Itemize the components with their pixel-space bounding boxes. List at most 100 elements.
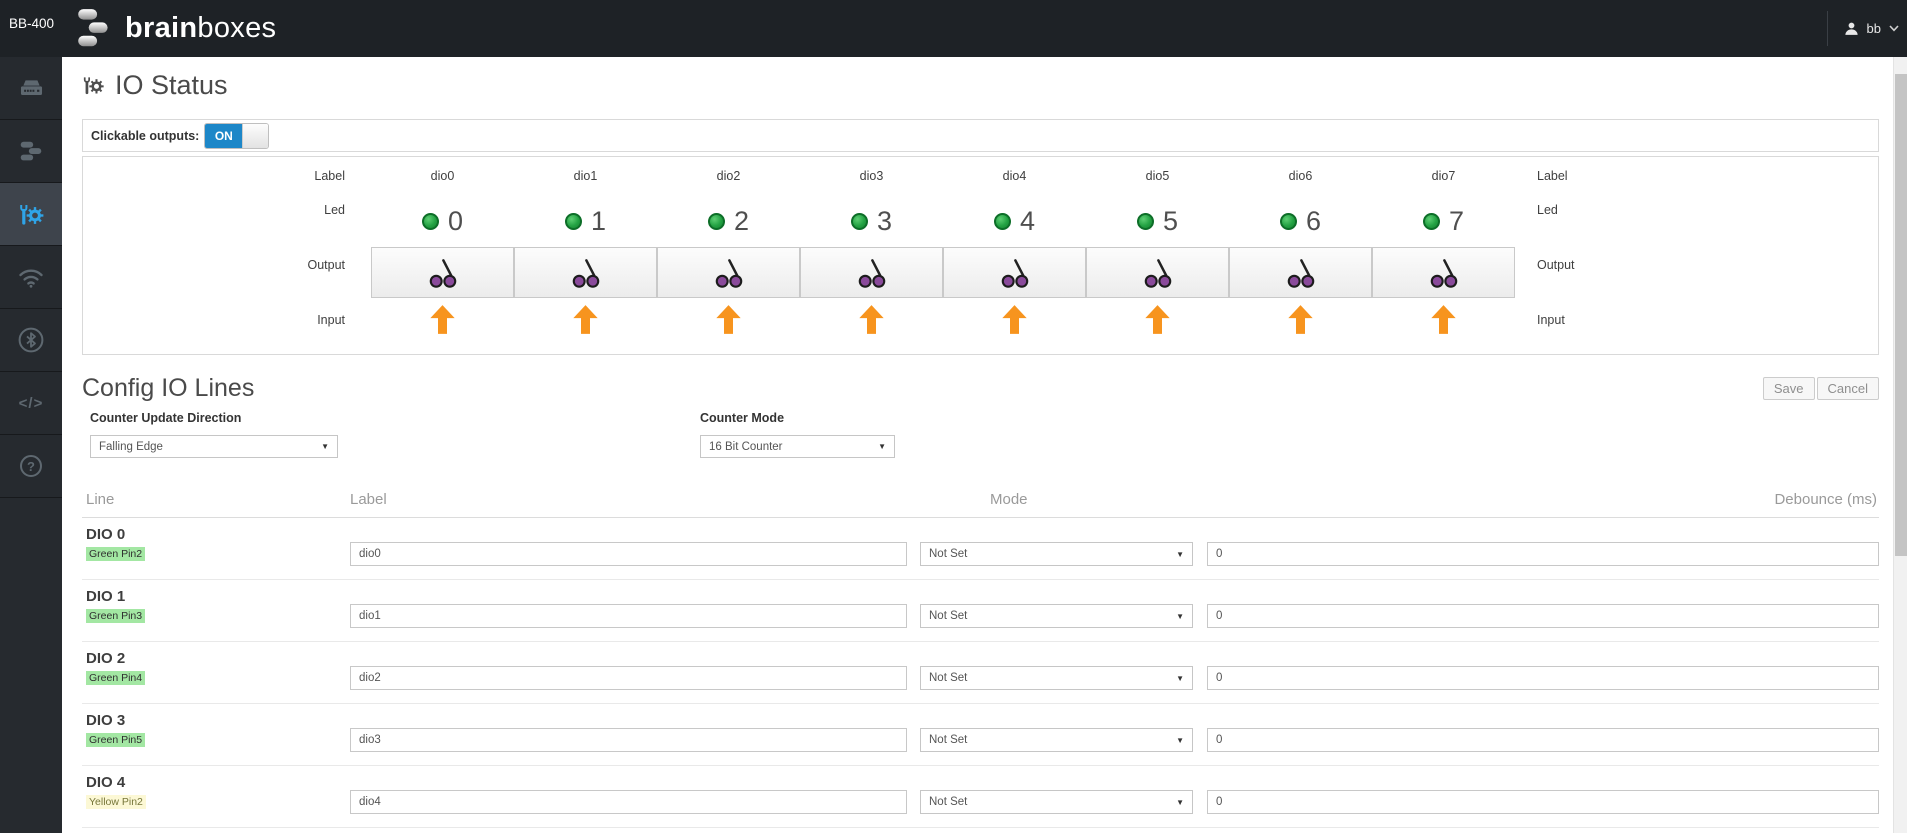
led-icon [1136,212,1154,230]
page-scrollbar[interactable] [1893,57,1907,833]
clickable-outputs-label: Clickable outputs: [91,128,200,143]
counter-update-direction-label: Counter Update Direction [90,411,242,425]
led-cell: 0 [371,195,514,247]
sidebar-item-bluetooth[interactable] [0,309,62,372]
header-line: Line [86,491,115,508]
main-content: IO Status Clickable outputs: ON Label di… [62,57,1893,833]
led-row: Led 0 1 2 3 4 5 6 7 Led [83,195,1878,247]
line-cell: DIO 4 Yellow Pin2 [82,766,350,827]
led-cell: 1 [514,195,657,247]
output-row: Output Output [83,247,1878,298]
dropdown-arrow-icon: ▼ [1176,611,1184,621]
mode-select[interactable]: Not Set ▼ [920,542,1193,566]
bluetooth-icon [18,327,44,353]
line-name: DIO 1 [86,588,126,605]
channel-label: dio6 [1288,169,1313,183]
config-title: Config IO Lines [82,373,255,402]
debounce-input[interactable] [1207,728,1879,752]
output-switch-button[interactable] [371,247,514,298]
counter-update-direction-select[interactable]: Falling Edge ▼ [90,435,338,458]
debounce-input[interactable] [1207,666,1879,690]
label-input[interactable] [350,666,907,690]
led-icon [421,212,439,230]
line-name: DIO 2 [86,650,126,667]
header-debounce: Debounce (ms) [1774,491,1877,508]
label-input[interactable] [350,790,907,814]
pin-badge: Green Pin2 [86,547,146,561]
wifi-icon [19,269,43,288]
side-input-left: Input [317,313,345,327]
arrow-up-icon [716,305,741,334]
user-icon [1844,22,1858,35]
output-switch-button[interactable] [943,247,1086,298]
counter-mode-group: Counter Mode 16 Bit Counter ▼ [700,411,895,458]
table-row: DIO 2 Green Pin4 Not Set▼ [82,642,1879,704]
line-name: DIO 0 [86,526,126,543]
input-indicator [657,304,800,335]
led-icon [564,212,582,230]
label-input[interactable] [350,604,907,628]
debounce-input[interactable] [1207,604,1879,628]
line-cell: DIO 0 Green Pin2 [82,518,350,579]
sidebar: </> ? [0,57,62,833]
side-led-right: Led [1537,203,1558,217]
line-cell: DIO 2 Green Pin4 [82,642,350,703]
help-icon: ? [20,455,42,477]
clickable-outputs-toggle[interactable]: ON [204,122,270,149]
led-icon [850,212,868,230]
scrollbar-thumb[interactable] [1895,74,1907,556]
top-bar: BB-400 brainboxes bb [0,0,1907,57]
sidebar-item-wifi[interactable] [0,246,62,309]
led-icon [993,212,1011,230]
led-cell: 4 [943,195,1086,247]
label-row: Label dio0 dio1 dio2 dio3 dio4 dio5 dio6… [83,169,1878,195]
channel-label: dio0 [430,169,455,183]
arrow-up-icon [859,305,884,334]
brand-wordmark: brainboxes [125,11,277,44]
mode-select[interactable]: Not Set ▼ [920,604,1193,628]
output-switch-button[interactable] [1086,247,1229,298]
header-mode: Mode [990,491,1028,508]
input-indicator [1229,304,1372,335]
sidebar-item-io[interactable] [0,183,62,246]
output-switch-button[interactable] [800,247,943,298]
mode-select[interactable]: Not Set ▼ [920,666,1193,690]
switch-icon [858,258,885,288]
toggle-handle [242,123,269,148]
led-icon [1279,212,1297,230]
output-switch-button[interactable] [514,247,657,298]
user-menu[interactable]: bb [1826,11,1899,46]
label-input[interactable] [350,542,907,566]
save-button[interactable]: Save [1762,376,1815,400]
chevron-down-icon [1889,25,1899,32]
debounce-input[interactable] [1207,542,1879,566]
output-switch-button[interactable] [1229,247,1372,298]
mode-select[interactable]: Not Set ▼ [920,728,1193,752]
led-cell: 3 [800,195,943,247]
header-label: Label [350,491,387,508]
input-indicator [800,304,943,335]
led-icon [1422,212,1440,230]
page-title: IO Status [82,69,1879,101]
input-indicator [943,304,1086,335]
sidebar-item-help[interactable]: ? [0,435,62,498]
sidebar-item-connections[interactable] [0,120,62,183]
cancel-button[interactable]: Cancel [1816,376,1879,400]
channel-label: dio2 [716,169,741,183]
sidebar-item-device[interactable] [0,57,62,120]
counter-update-direction-group: Counter Update Direction Falling Edge ▼ [90,411,338,458]
label-input[interactable] [350,728,907,752]
arrow-up-icon [1431,305,1456,334]
io-wrench-gear-icon [19,202,45,225]
output-switch-button[interactable] [1372,247,1515,298]
switch-icon [1144,258,1171,288]
mode-select[interactable]: Not Set ▼ [920,790,1193,814]
pin-badge: Yellow Pin2 [86,795,146,809]
output-switch-button[interactable] [657,247,800,298]
device-icon [20,80,42,95]
sidebar-item-code[interactable]: </> [0,372,62,435]
counter-mode-select[interactable]: 16 Bit Counter ▼ [700,435,895,458]
debounce-input[interactable] [1207,790,1879,814]
line-name: DIO 4 [86,774,126,791]
channel-label: dio4 [1002,169,1027,183]
